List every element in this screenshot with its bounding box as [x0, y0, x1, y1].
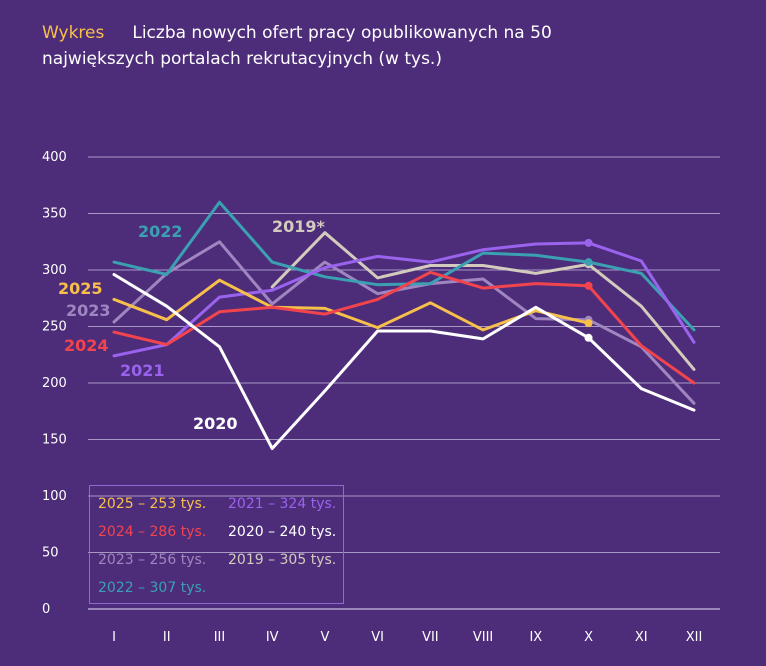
data-point-2024-x: [584, 281, 593, 290]
x-tick-label: VIII: [473, 630, 493, 645]
y-tick-label: 100: [42, 489, 67, 504]
header-line-1: Wykres Liczba nowych ofert pracy opubliko…: [42, 20, 742, 46]
legend-item-2024: 2024 – 286 tys.: [98, 524, 207, 540]
data-point-2025-x: [584, 319, 593, 328]
series-line-2025: [112, 278, 590, 332]
chart-legend: 2025 – 253 tys. 2021 – 324 tys. 2024 – 286…: [89, 485, 344, 604]
legend-item-2025: 2025 – 253 tys.: [98, 496, 207, 512]
series-line-2023: [112, 240, 696, 405]
series-label-2019: 2019*: [272, 217, 326, 236]
series-line-2021: [112, 241, 696, 358]
x-tick-label: III: [214, 630, 226, 645]
chart-header: Wykres Liczba nowych ofert pracy opubliko…: [42, 20, 742, 72]
y-tick-label: 50: [42, 546, 59, 561]
x-tick-label: VII: [422, 630, 439, 645]
series-line-2019: [270, 231, 696, 371]
x-tick-label: I: [112, 630, 116, 645]
series-label-2024: 2024: [64, 336, 109, 355]
y-tick-label: 200: [42, 376, 67, 391]
series-line-2020: [112, 273, 696, 450]
x-tick-label: VI: [371, 630, 384, 645]
x-tick-label: XII: [686, 630, 703, 645]
title-line-1: Liczba nowych ofert pracy opublikowanych…: [132, 23, 552, 43]
x-tick-label: IX: [529, 630, 542, 645]
y-tick-label: 350: [42, 207, 67, 222]
data-point-2021-x: [584, 238, 593, 247]
legend-item-2022: 2022 – 307 tys.: [98, 580, 207, 596]
series-label-2021: 2021: [120, 361, 165, 380]
data-point-2020-x: [584, 333, 593, 342]
x-tick-label: II: [163, 630, 171, 645]
data-point-2022-x: [584, 258, 593, 267]
x-tick-label: XI: [635, 630, 648, 645]
legend-item-2023: 2023 – 256 tys.: [98, 552, 207, 568]
title-line-2: największych portalach rekrutacyjnych (w…: [42, 49, 442, 69]
x-tick-label: V: [320, 630, 329, 645]
y-tick-label: 300: [42, 263, 67, 278]
x-tick-label: IV: [266, 630, 279, 645]
legend-item-2021: 2021 – 324 tys.: [228, 496, 337, 512]
y-tick-label: 0: [42, 602, 50, 617]
legend-item-2020: 2020 – 240 tys.: [228, 524, 337, 540]
series-label-2022: 2022: [138, 222, 183, 241]
series-label-2023: 2023: [66, 301, 111, 320]
series-line-2024: [112, 270, 696, 385]
series-line-2022: [112, 200, 696, 332]
legend-item-2019: 2019 – 305 tys.: [228, 552, 337, 568]
series-label-2020: 2020: [193, 414, 238, 433]
x-tick-label: X: [584, 630, 593, 645]
y-tick-label: 150: [42, 433, 67, 448]
y-tick-label: 400: [42, 150, 67, 165]
y-tick-label: 250: [42, 320, 67, 335]
chart-tag: Wykres: [42, 23, 105, 43]
series-label-2025: 2025: [58, 279, 103, 298]
